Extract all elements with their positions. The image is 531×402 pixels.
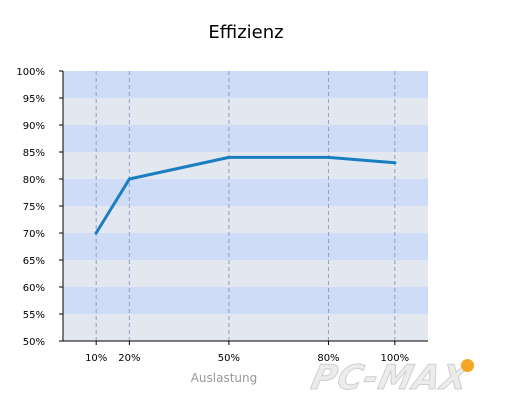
plot-band xyxy=(63,179,428,206)
plot-band xyxy=(63,206,428,233)
series-group xyxy=(94,155,397,235)
x-tick-label: 80% xyxy=(317,353,339,364)
plot-bands xyxy=(63,71,428,341)
data-point xyxy=(127,177,131,181)
y-tick-label: 60% xyxy=(23,283,45,294)
plot-band xyxy=(63,260,428,287)
data-point xyxy=(94,231,98,235)
y-tick-label: 90% xyxy=(23,121,45,132)
y-tick-label: 80% xyxy=(23,175,45,186)
x-tick-label: 100% xyxy=(381,353,410,364)
chart-title: Effizienz xyxy=(208,22,283,43)
x-tick-labels: 10% 20% 50% 80% 100% xyxy=(85,341,409,364)
plot-band xyxy=(63,71,428,98)
vertical-grid xyxy=(95,71,396,341)
y-tick-labels: 50% 55% 60% 65% 70% 75% 80% 85% 90% 95% 100% xyxy=(16,67,63,348)
y-tick-label: 65% xyxy=(23,256,45,267)
x-tick-label: 10% xyxy=(85,353,107,364)
x-tick-label: 20% xyxy=(118,353,140,364)
plot-band xyxy=(63,125,428,152)
y-tick-label: 95% xyxy=(23,94,45,105)
x-tick-label: 50% xyxy=(218,353,240,364)
data-point xyxy=(326,155,330,159)
plot-band xyxy=(63,287,428,314)
orange-dot-icon xyxy=(461,359,474,372)
plot-band xyxy=(63,314,428,341)
y-tick-label: 75% xyxy=(23,202,45,213)
data-point xyxy=(393,161,397,165)
y-tick-label: 55% xyxy=(23,310,45,321)
x-axis-label: Auslastung xyxy=(191,371,258,385)
watermark-logo: PC-MAX xyxy=(307,358,473,399)
plot-band xyxy=(63,98,428,125)
y-tick-label: 70% xyxy=(23,229,45,240)
data-point xyxy=(227,155,231,159)
y-tick-label: 100% xyxy=(16,67,45,78)
y-tick-label: 85% xyxy=(23,148,45,159)
y-tick-label: 50% xyxy=(23,337,45,348)
plot-band xyxy=(63,233,428,260)
